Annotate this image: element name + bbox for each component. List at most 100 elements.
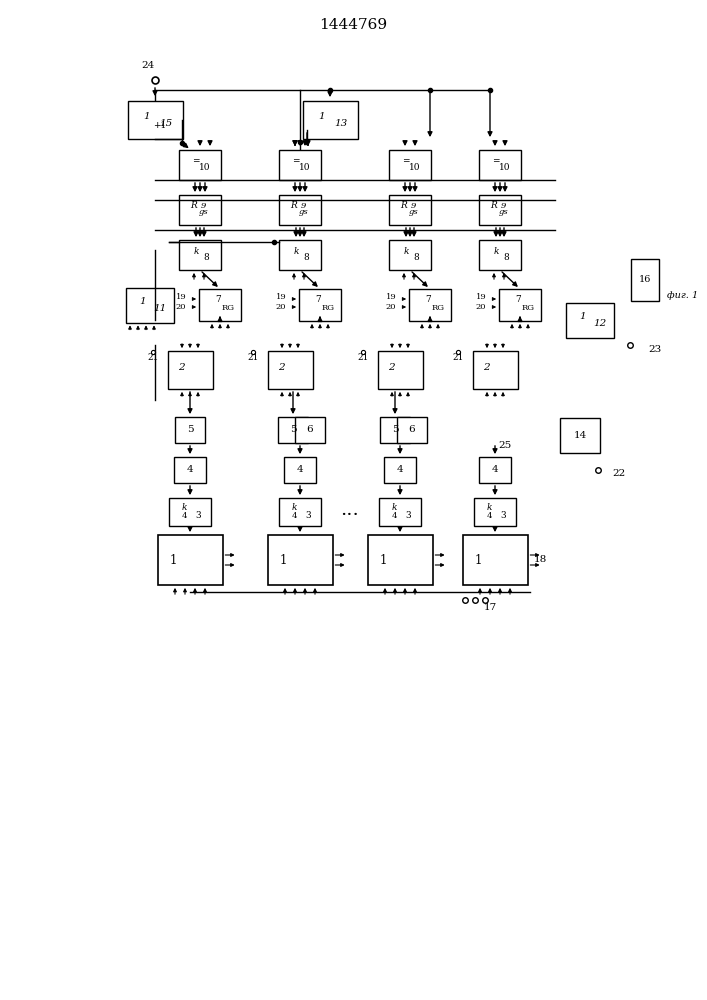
Text: 20: 20	[176, 303, 186, 311]
Text: 25: 25	[498, 440, 512, 450]
FancyBboxPatch shape	[199, 289, 241, 321]
Text: 23: 23	[648, 346, 661, 355]
Text: 1: 1	[280, 554, 288, 566]
FancyBboxPatch shape	[384, 457, 416, 483]
FancyBboxPatch shape	[299, 289, 341, 321]
Text: 11: 11	[153, 304, 166, 313]
Text: 19: 19	[175, 293, 187, 301]
FancyBboxPatch shape	[174, 457, 206, 483]
Text: 1: 1	[580, 312, 586, 321]
FancyBboxPatch shape	[127, 101, 182, 139]
Text: 1: 1	[318, 112, 325, 121]
FancyBboxPatch shape	[380, 417, 410, 443]
Text: RG: RG	[431, 304, 445, 312]
FancyBboxPatch shape	[284, 457, 316, 483]
Text: 3: 3	[405, 510, 411, 520]
Text: R: R	[491, 202, 498, 211]
FancyBboxPatch shape	[179, 150, 221, 180]
FancyBboxPatch shape	[169, 498, 211, 526]
Text: k: k	[493, 246, 498, 255]
Text: gs: gs	[199, 208, 209, 216]
FancyBboxPatch shape	[479, 240, 521, 270]
Text: 10: 10	[409, 163, 421, 172]
FancyBboxPatch shape	[499, 289, 541, 321]
Text: 12: 12	[593, 319, 606, 328]
Text: 2: 2	[278, 362, 284, 371]
Text: 5: 5	[392, 426, 398, 434]
Text: =: =	[192, 157, 200, 166]
Text: 21: 21	[248, 354, 259, 362]
Text: k: k	[291, 504, 297, 512]
Text: 4: 4	[486, 512, 492, 520]
Text: 9: 9	[200, 202, 206, 210]
FancyBboxPatch shape	[368, 535, 433, 585]
Text: 4: 4	[491, 466, 498, 475]
Text: 5: 5	[290, 426, 296, 434]
FancyBboxPatch shape	[479, 150, 521, 180]
FancyBboxPatch shape	[267, 535, 332, 585]
Text: 10: 10	[199, 163, 211, 172]
Text: R: R	[401, 202, 407, 211]
FancyBboxPatch shape	[462, 535, 527, 585]
Text: 3: 3	[500, 510, 506, 520]
Text: фиг. 1: фиг. 1	[667, 290, 699, 300]
FancyBboxPatch shape	[278, 417, 308, 443]
Text: 4: 4	[187, 466, 193, 475]
Text: 7: 7	[515, 296, 521, 304]
Text: 8: 8	[503, 252, 509, 261]
FancyBboxPatch shape	[389, 150, 431, 180]
Text: 2: 2	[483, 362, 489, 371]
Text: 24: 24	[141, 60, 155, 70]
Text: 1: 1	[144, 112, 150, 121]
Text: 18: 18	[533, 556, 547, 564]
FancyBboxPatch shape	[472, 351, 518, 389]
Text: 1: 1	[380, 554, 387, 566]
Text: RG: RG	[322, 304, 334, 312]
Text: 20: 20	[276, 303, 286, 311]
Text: 10: 10	[499, 163, 510, 172]
Text: 4: 4	[181, 512, 187, 520]
FancyBboxPatch shape	[389, 240, 431, 270]
Text: 7: 7	[425, 296, 431, 304]
FancyBboxPatch shape	[379, 498, 421, 526]
Text: 3: 3	[305, 510, 311, 520]
FancyBboxPatch shape	[560, 418, 600, 452]
Text: 1: 1	[139, 297, 146, 306]
Text: 2: 2	[177, 362, 185, 371]
Text: gs: gs	[409, 208, 419, 216]
Text: 4: 4	[391, 512, 397, 520]
Text: 15: 15	[159, 119, 173, 128]
FancyBboxPatch shape	[295, 417, 325, 443]
Text: 4: 4	[291, 512, 297, 520]
Text: 8: 8	[203, 252, 209, 261]
Text: 1: 1	[170, 554, 177, 566]
Text: 5: 5	[187, 426, 193, 434]
Text: =: =	[402, 157, 410, 166]
FancyBboxPatch shape	[279, 150, 321, 180]
Text: 6: 6	[307, 426, 313, 434]
Text: 7: 7	[215, 296, 221, 304]
FancyBboxPatch shape	[279, 195, 321, 225]
Text: k: k	[403, 246, 409, 255]
Text: RG: RG	[522, 304, 534, 312]
FancyBboxPatch shape	[378, 351, 423, 389]
Text: 13: 13	[334, 119, 348, 128]
Text: 20: 20	[386, 303, 396, 311]
Text: 16: 16	[639, 275, 651, 284]
FancyBboxPatch shape	[566, 302, 614, 338]
Text: 8: 8	[413, 252, 419, 261]
Text: 9: 9	[410, 202, 416, 210]
Text: k: k	[181, 504, 187, 512]
Text: 3: 3	[195, 510, 201, 520]
FancyBboxPatch shape	[389, 195, 431, 225]
Text: gs: gs	[499, 208, 509, 216]
Text: 17: 17	[484, 602, 496, 611]
Text: +1: +1	[153, 120, 167, 129]
Text: R: R	[291, 202, 298, 211]
Text: k: k	[486, 504, 492, 512]
Text: 9: 9	[501, 202, 506, 210]
FancyBboxPatch shape	[126, 288, 174, 322]
FancyBboxPatch shape	[479, 457, 511, 483]
Text: ...: ...	[341, 501, 359, 519]
Text: 19: 19	[385, 293, 397, 301]
